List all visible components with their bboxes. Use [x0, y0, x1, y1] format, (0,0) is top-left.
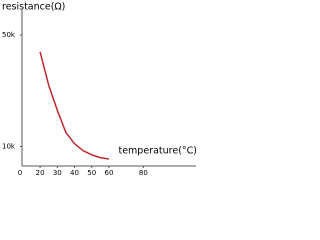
y-tick-label: 50k	[2, 31, 16, 39]
chart: resistance(Ω) temperature(°C) 0 10k 50k 20…	[2, 2, 197, 178]
y-axis-label: resistance(Ω)	[2, 2, 65, 13]
data-line	[39, 51, 110, 160]
y-tick-label: 10k	[2, 143, 16, 151]
x-tick-label: 30	[53, 169, 62, 177]
x-tick-label: 60	[104, 169, 113, 177]
x-tick-label: 80	[139, 169, 148, 177]
x-tick-label: 50	[87, 169, 96, 177]
origin-label: 0	[18, 169, 22, 177]
x-tick-label: 40	[70, 169, 79, 177]
x-axis-label: temperature(°C)	[118, 146, 197, 157]
x-tick-label: 20	[36, 169, 45, 177]
